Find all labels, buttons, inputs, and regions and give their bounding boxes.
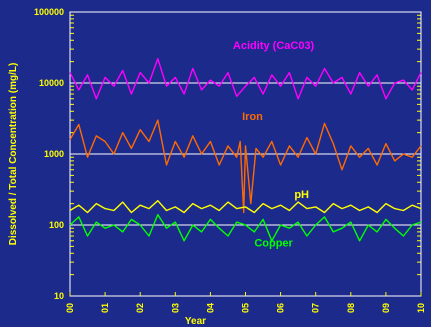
series-line-iron: [69, 119, 422, 214]
x-tick-label: 02: [135, 303, 145, 313]
x-tick-label: 01: [100, 303, 110, 313]
y-tick-label: 1000: [44, 149, 64, 159]
series-line-copper: [69, 213, 422, 242]
x-tick-label: 10: [416, 303, 426, 313]
y-tick-label: 100: [49, 220, 64, 230]
x-tick-label: 08: [346, 303, 356, 313]
series-label: pH: [294, 189, 309, 201]
series-label: Copper: [254, 237, 293, 249]
x-tick-label: 04: [205, 303, 215, 313]
series-label: Iron: [242, 111, 263, 123]
series-line-acidity-cac03: [69, 58, 422, 100]
x-axis-title: Year: [185, 316, 206, 327]
y-tick-label: 100000: [34, 7, 64, 17]
y-tick-label: 10: [54, 291, 64, 301]
y-axis-title: Dissolved / Total Concentration (mg/L): [8, 63, 19, 246]
y-tick-label: 10000: [39, 78, 64, 88]
x-tick-label: 00: [65, 303, 75, 313]
x-tick-label: 06: [276, 303, 286, 313]
x-tick-label: 05: [241, 303, 251, 313]
x-tick-label: 03: [170, 303, 180, 313]
series-line-ph: [69, 199, 422, 214]
x-tick-label: 09: [381, 303, 391, 313]
series-label: Acidity (CaC03): [233, 40, 315, 52]
x-tick-label: 07: [311, 303, 321, 313]
